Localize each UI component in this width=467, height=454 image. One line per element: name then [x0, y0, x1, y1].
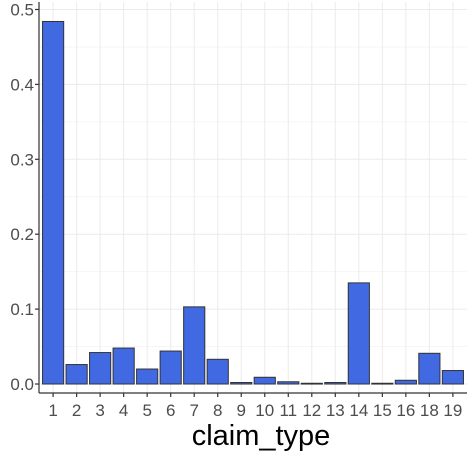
y-tick-label: 0.1: [10, 300, 34, 319]
y-tick-label: 0.2: [10, 225, 34, 244]
x-tick-label: 19: [443, 401, 462, 420]
bar: [230, 382, 253, 385]
bar: [394, 379, 417, 385]
bars: [42, 20, 464, 385]
x-tick-label: 2: [72, 401, 81, 420]
bar: [418, 352, 441, 385]
y-tick-label: 0.3: [10, 150, 34, 169]
x-tick-label: 14: [349, 401, 368, 420]
y-axis-ticks: 0.0 0.1 0.2 0.3 0.4 0.5: [10, 0, 39, 394]
x-tick-label: 6: [166, 401, 175, 420]
bar: [371, 382, 394, 385]
bar: [347, 282, 370, 385]
x-tick-label: 13: [326, 401, 345, 420]
x-axis-ticks: 1 2 3 4 5 6 7 8 9 10 11 12 13 14 15 16 18 19: [48, 393, 462, 420]
x-tick-label: 10: [255, 401, 274, 420]
bar: [206, 358, 229, 385]
x-axis-title: claim_type: [192, 420, 331, 452]
axes: [38, 2, 467, 394]
x-tick-label: 3: [95, 401, 104, 420]
bar: [300, 382, 323, 385]
bar: [183, 306, 206, 385]
x-tick-label: 7: [189, 401, 198, 420]
x-tick-label: 11: [279, 401, 297, 420]
y-tick-label: 0.4: [10, 75, 34, 94]
bar: [42, 20, 65, 385]
bar: [159, 350, 182, 385]
bar: [324, 382, 347, 385]
x-tick-label: 12: [302, 401, 321, 420]
y-tick-label: 0.0: [10, 375, 34, 394]
y-tick-label: 0.5: [10, 0, 34, 19]
grid: [39, 2, 467, 393]
x-tick-label: 9: [237, 401, 246, 420]
bar: [136, 368, 159, 385]
bar: [253, 376, 276, 385]
bar: [441, 370, 464, 385]
x-tick-label: 16: [396, 401, 415, 420]
bar: [112, 347, 135, 385]
x-tick-label: 4: [119, 401, 128, 420]
bar: [89, 352, 112, 385]
bar: [277, 381, 300, 385]
x-tick-label: 18: [420, 401, 439, 420]
x-tick-label: 5: [142, 401, 151, 420]
x-tick-label: 15: [373, 401, 392, 420]
x-tick-label: 8: [213, 401, 222, 420]
bar: [65, 364, 88, 385]
x-tick-label: 1: [48, 401, 57, 420]
